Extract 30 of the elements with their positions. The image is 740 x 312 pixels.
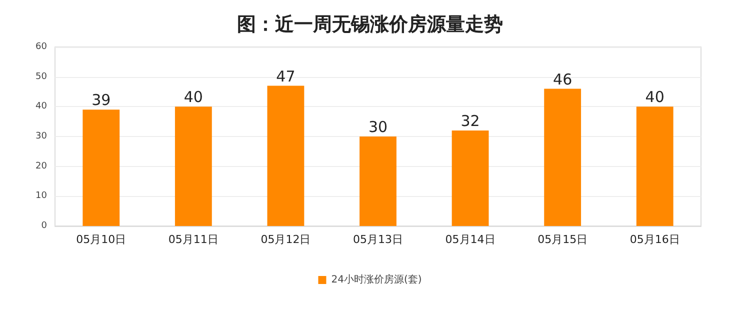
y-tick-label: 40 xyxy=(36,102,48,112)
y-tick-label: 0 xyxy=(41,221,48,231)
data-label: 47 xyxy=(276,67,296,86)
x-tick-label: 05月16日 xyxy=(630,233,680,246)
bar xyxy=(174,106,212,226)
x-tick-label: 05月13日 xyxy=(353,233,403,246)
y-tick-label: 10 xyxy=(36,191,48,202)
data-label: 40 xyxy=(645,88,664,106)
bar xyxy=(452,130,489,226)
data-label: 32 xyxy=(460,112,480,130)
y-tick-label: 20 xyxy=(36,161,48,172)
bar xyxy=(360,136,396,226)
x-tick-label: 05月11日 xyxy=(168,233,218,246)
x-tick-label: 05月10日 xyxy=(76,233,126,246)
y-tick-label: 50 xyxy=(36,72,48,82)
chart-title: 图：近一周无锡涨价房源量走势 xyxy=(237,14,503,36)
y-tick-label: 30 xyxy=(36,132,48,142)
x-tick-label: 05月14日 xyxy=(445,233,496,246)
bar xyxy=(636,106,674,226)
data-label: 40 xyxy=(184,88,203,106)
data-label: 39 xyxy=(92,91,111,110)
data-label: 30 xyxy=(368,118,388,136)
bar xyxy=(544,88,582,226)
bar xyxy=(267,86,304,226)
data-label: 46 xyxy=(553,70,572,88)
x-tick-label: 05月12日 xyxy=(260,233,311,246)
x-tick-label: 05月15日 xyxy=(538,233,588,246)
legend-label: 24小时涨价房源(套) xyxy=(331,274,422,286)
y-tick-label: 60 xyxy=(36,42,48,52)
bar xyxy=(82,110,120,226)
